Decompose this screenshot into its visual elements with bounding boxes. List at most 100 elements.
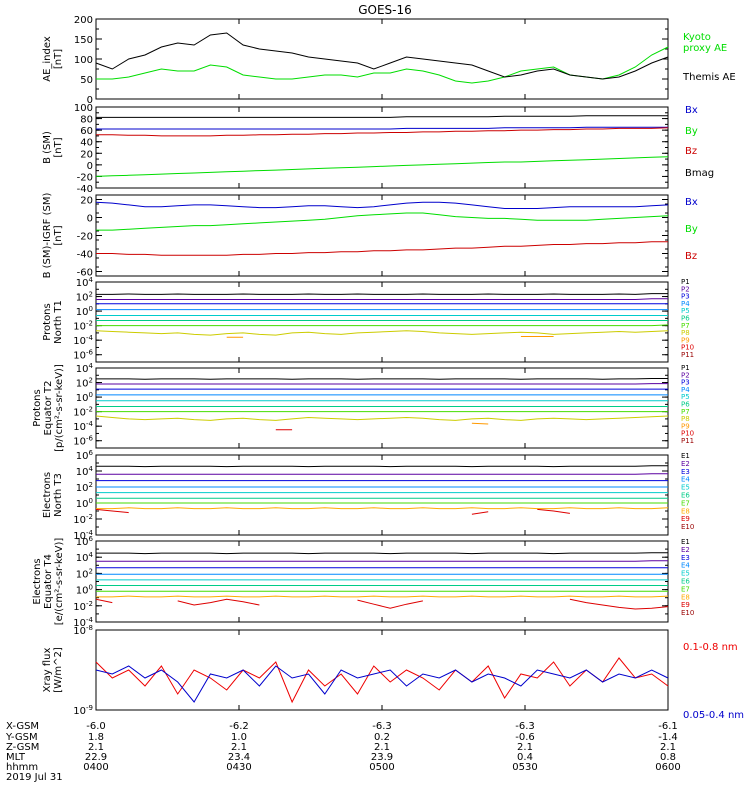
y-tick-label: 10-6 xyxy=(73,349,93,362)
y-tick-label: 10-2 xyxy=(73,320,93,333)
y-tick-label: 104 xyxy=(76,551,94,564)
y-axis-label: ProtonsNorth T1 xyxy=(42,300,64,344)
legend-label: E1 xyxy=(681,452,690,460)
legend-label: By xyxy=(685,224,698,235)
y-tick-label: 100 xyxy=(76,305,93,318)
series-line-e2 xyxy=(96,561,668,562)
y-tick-label: 150 xyxy=(74,35,93,46)
y-axis-label: ElectronsEquator T4[e/(cm²-s-sr-keV)] xyxy=(32,538,65,626)
legend-label: E3 xyxy=(681,554,690,562)
time-axis-value: 0430 xyxy=(226,762,251,773)
y-tick-label: -20 xyxy=(77,232,93,243)
y-tick-label: 106 xyxy=(76,535,94,548)
y-tick-label: 10-2 xyxy=(73,600,93,613)
series-line-p2 xyxy=(96,299,668,300)
series-line-e9 xyxy=(96,599,668,609)
y-tick-label: 10-4 xyxy=(73,420,93,433)
time-axis-row-label: X-GSM xyxy=(6,721,39,732)
legend-label: E7 xyxy=(681,585,690,593)
legend-label: E10 xyxy=(681,609,694,617)
y-axis-label: Xray flux[W/m^2] xyxy=(42,647,64,693)
series-line-bx xyxy=(96,202,668,208)
legend-label: P11 xyxy=(681,351,694,359)
series-line-p1 xyxy=(96,379,668,380)
legend-label: E4 xyxy=(681,562,690,570)
y-tick-label: 102 xyxy=(76,291,93,304)
y-tick-label: 10-8 xyxy=(73,624,93,637)
series-line-0-05-0-4-nm xyxy=(96,666,668,702)
y-tick-label: 80 xyxy=(80,115,93,126)
series-line-p1 xyxy=(96,294,668,295)
y-tick-label: -40 xyxy=(77,250,93,261)
panel-frame xyxy=(96,368,668,448)
panel-frame xyxy=(96,19,668,99)
series-line-bz xyxy=(96,242,668,256)
legend-label: E8 xyxy=(681,507,690,515)
legend-label: E1 xyxy=(681,538,690,546)
y-axis-label: AE_index[nT] xyxy=(42,36,64,82)
y-tick-label: 0 xyxy=(87,214,93,225)
series-line-p9 xyxy=(227,337,554,338)
legend-label: E2 xyxy=(681,546,690,554)
y-axis-label: B (SM)[nT] xyxy=(42,131,64,164)
y-tick-label: -40 xyxy=(77,184,93,195)
y-tick-label: 50 xyxy=(80,75,93,86)
time-axis-value: 0600 xyxy=(655,762,680,773)
legend-label: E4 xyxy=(681,476,690,484)
series-line-by xyxy=(96,157,668,177)
series-line-kyoto-proxy-ae xyxy=(96,47,668,83)
legend-label: E7 xyxy=(681,499,690,507)
y-tick-label: 100 xyxy=(76,391,93,404)
panel-frame xyxy=(96,455,668,535)
legend-label: E8 xyxy=(681,593,690,601)
legend-label: 0.05-0.4 nm xyxy=(683,710,744,721)
legend-label: By xyxy=(685,126,698,137)
series-line-e8 xyxy=(96,508,668,509)
time-axis-value: -6.3 xyxy=(515,721,535,732)
panel-frame xyxy=(96,107,668,188)
legend-label: Themis AE xyxy=(682,72,736,83)
legend-label: E5 xyxy=(681,570,690,578)
legend-label: E9 xyxy=(681,601,690,609)
y-tick-label: 20 xyxy=(80,196,93,207)
y-tick-label: 10-2 xyxy=(73,406,93,419)
series-line-by xyxy=(96,213,668,230)
time-axis-value: 0500 xyxy=(369,762,394,773)
time-axis-value: -6.1 xyxy=(658,721,678,732)
y-axis-label: ElectronsNorth T3 xyxy=(42,472,64,518)
y-tick-label: 102 xyxy=(76,481,93,494)
y-tick-label: 104 xyxy=(76,465,94,478)
series-line-themis-ae xyxy=(96,33,668,79)
y-tick-label: -20 xyxy=(77,172,93,183)
legend-label: E10 xyxy=(681,523,694,531)
y-tick-label: 200 xyxy=(74,15,93,26)
y-axis-label: ProtonsEquator T2[p/(cm²-s-sr-keV)] xyxy=(32,364,65,452)
y-tick-label: 104 xyxy=(76,276,94,289)
series-line-e8 xyxy=(96,596,668,597)
time-axis-value: 0530 xyxy=(512,762,537,773)
legend-label: Bmag xyxy=(685,168,714,179)
y-tick-label: 10-6 xyxy=(73,435,93,448)
y-tick-label: 100 xyxy=(74,103,93,114)
series-line-p7 xyxy=(96,325,668,326)
legend-label: Bx xyxy=(685,105,698,116)
legend-label: P11 xyxy=(681,437,694,445)
y-tick-label: 102 xyxy=(76,567,93,580)
y-tick-label: 40 xyxy=(80,138,93,149)
legend-label: 0.1-0.8 nm xyxy=(683,642,738,653)
legend-label: E6 xyxy=(681,492,690,500)
series-line-p8 xyxy=(96,331,668,335)
y-tick-label: 10-2 xyxy=(73,513,93,526)
time-axis-value: -6.3 xyxy=(372,721,392,732)
y-tick-label: 102 xyxy=(76,377,93,390)
legend-label: E6 xyxy=(681,578,690,586)
y-tick-label: 106 xyxy=(76,449,94,462)
time-axis-value: -6.2 xyxy=(229,721,249,732)
y-tick-label: 10-4 xyxy=(73,334,93,347)
panel-frame xyxy=(96,630,668,710)
